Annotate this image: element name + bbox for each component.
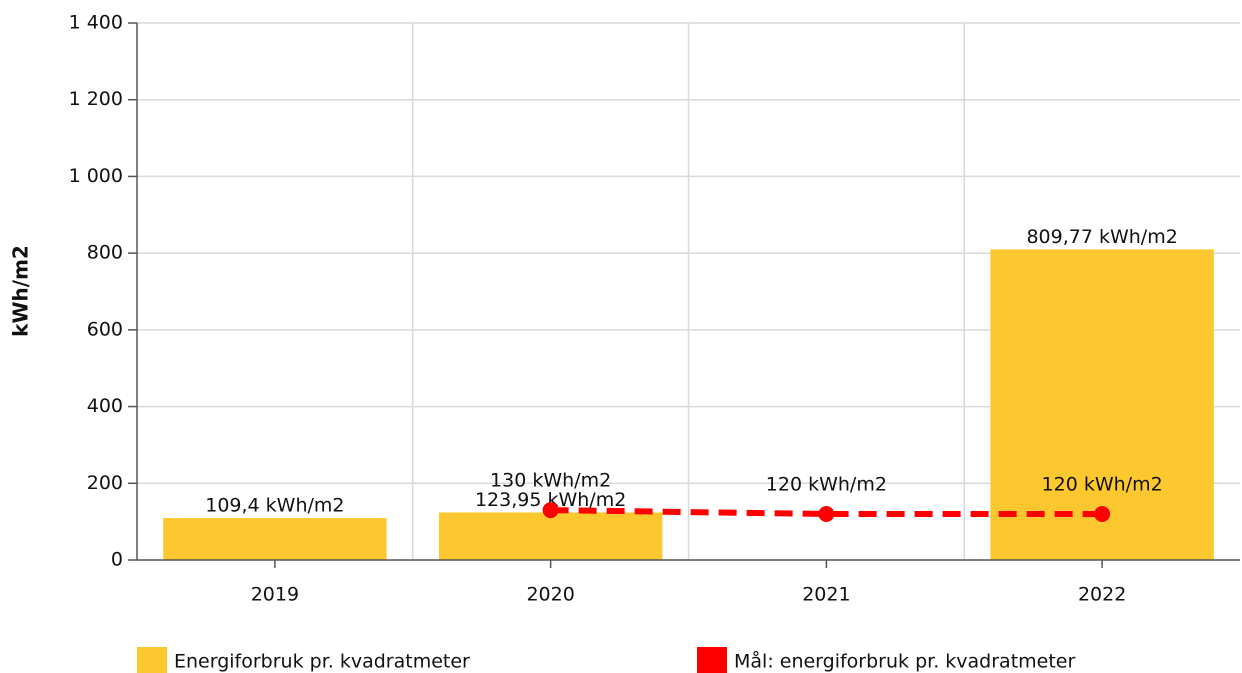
x-tick-label: 2020 [526,584,574,606]
bar [163,518,387,560]
legend-swatch [697,647,727,673]
y-axis-label: kWh/m2 [9,245,33,337]
x-tick-label: 2021 [802,584,850,606]
bar-value-label: 109,4 kWh/m2 [205,495,344,517]
y-tick-label: 200 [87,472,123,494]
target-marker [542,502,559,519]
legend-label: Mål: energiforbruk pr. kvadratmeter [734,650,1075,673]
y-tick-label: 1 400 [69,12,123,34]
line-value-label: 130 kWh/m2 [490,470,611,492]
target-marker [1094,505,1111,522]
y-tick-label: 600 [87,318,123,340]
bar-value-label: 809,77 kWh/m2 [1026,226,1177,248]
legend-swatch [137,647,167,673]
target-marker [818,505,835,522]
bar-value-label: 123,95 kWh/m2 [475,489,626,511]
x-tick-label: 2019 [251,584,299,606]
y-tick-label: 800 [87,242,123,264]
y-tick-label: 0 [111,549,123,571]
line-value-label: 120 kWh/m2 [766,473,887,495]
legend-label: Energiforbruk pr. kvadratmeter [174,651,470,673]
line-value-label: 120 kWh/m2 [1042,473,1163,495]
target-line [550,507,1103,517]
y-tick-label: 1 000 [69,165,123,187]
y-tick-label: 1 200 [69,88,123,110]
y-tick-label: 400 [87,395,123,417]
bar [438,512,663,560]
x-tick-label: 2022 [1078,584,1126,606]
